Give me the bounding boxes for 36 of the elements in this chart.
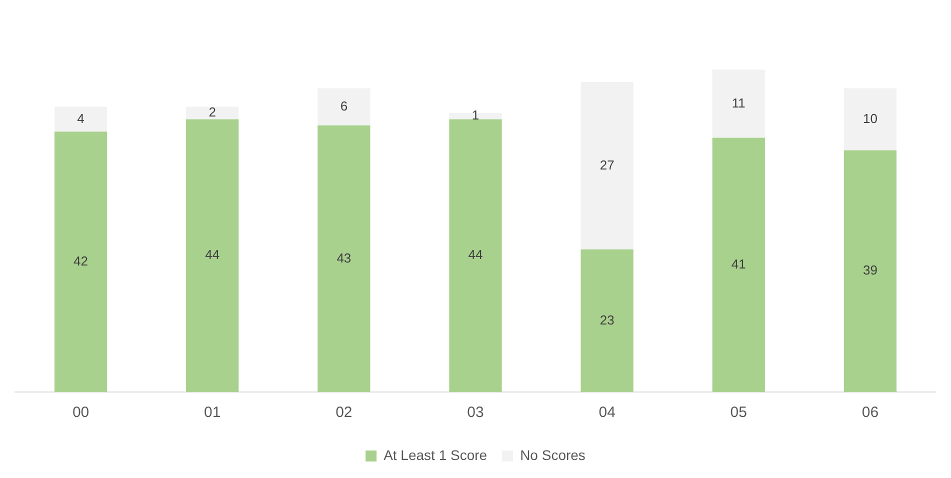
data-label: 41 [731, 256, 746, 272]
data-label: 2 [208, 104, 216, 120]
legend-label: At Least 1 Score [384, 446, 488, 463]
data-label: 27 [600, 157, 614, 172]
x-tick-label: 04 [598, 404, 616, 422]
x-tick-label: 01 [204, 404, 221, 422]
x-tick-label: 00 [72, 404, 90, 422]
bar [844, 150, 897, 392]
data-label: 44 [205, 247, 220, 262]
bar [844, 88, 897, 150]
data-label: 44 [468, 247, 483, 262]
x-tick-label: 02 [336, 404, 352, 422]
bar [186, 106, 239, 120]
bar [318, 125, 370, 392]
x-tick-label: 03 [467, 404, 484, 422]
data-label: 23 [600, 312, 614, 328]
x-tick-label: 05 [730, 404, 747, 422]
bar [580, 82, 634, 250]
data-label: 43 [336, 250, 352, 266]
data-label: 42 [74, 253, 88, 268]
bar [54, 106, 108, 132]
data-label: 6 [340, 98, 348, 114]
bar [318, 88, 370, 126]
data-label: 10 [862, 110, 878, 126]
bar [712, 70, 765, 138]
bar [580, 249, 634, 392]
bar [186, 119, 239, 392]
x-tick-label: 06 [862, 404, 879, 422]
bar [54, 132, 108, 392]
data-label: 39 [862, 262, 878, 278]
data-label: 1 [472, 108, 480, 123]
legend-label: No Scores [520, 446, 586, 463]
bar [449, 119, 502, 392]
data-label: 4 [77, 110, 84, 126]
bar [712, 138, 765, 392]
data-label: 11 [732, 95, 746, 110]
